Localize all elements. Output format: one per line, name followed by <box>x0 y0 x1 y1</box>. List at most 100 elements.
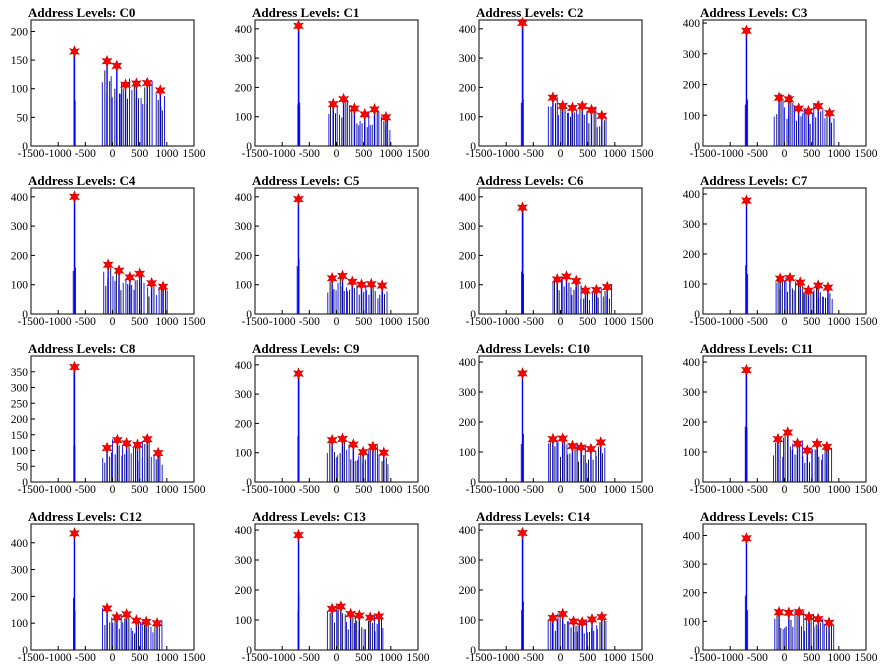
peak-marker <box>68 190 80 204</box>
x-tick-label: 500 <box>579 652 597 664</box>
peak-marker <box>783 606 795 620</box>
chart-panel: Address Levels: C8 0 50 100 150 200 250 300 350 -… <box>11 341 206 496</box>
y-tick-label: 0 <box>246 309 252 321</box>
x-tick-label: -1500 <box>18 148 45 160</box>
x-tick-label: 1500 <box>407 484 430 496</box>
x-tick-label: -1000 <box>45 652 72 664</box>
x-tick-label: 0 <box>110 652 116 664</box>
peak-marker <box>380 110 392 124</box>
peak-marker <box>337 432 348 446</box>
x-tick-label: 1500 <box>407 148 430 160</box>
y-tick-label: 100 <box>683 279 701 291</box>
peak-marker <box>570 274 582 288</box>
x-tick-label: 1000 <box>827 148 850 160</box>
y-tick-label: 200 <box>11 250 29 262</box>
peak-marker <box>547 91 559 104</box>
chart-title: Address Levels: C0 <box>28 5 135 20</box>
peak-marker <box>557 99 569 113</box>
y-tick-label: 0 <box>22 309 28 321</box>
y-tick-label: 150 <box>11 430 29 442</box>
y-tick-label: 200 <box>683 588 701 600</box>
y-tick-label: 300 <box>235 221 253 233</box>
y-tick-label: 300 <box>683 387 701 399</box>
y-tick-label: 400 <box>235 24 253 36</box>
y-tick-label: 200 <box>235 82 253 94</box>
peak-marker <box>337 269 348 283</box>
y-tick-label: 400 <box>459 24 477 36</box>
x-tick-label: -500 <box>299 316 320 328</box>
peak-marker <box>111 610 123 624</box>
peak-marker <box>812 612 824 626</box>
x-tick-label: 1000 <box>603 652 626 664</box>
x-tick-label: 500 <box>803 484 821 496</box>
peak-marker <box>516 16 528 30</box>
x-tick-label: -1000 <box>493 652 520 664</box>
chart-panel: Address Levels: C2 0 100 200 300 400 -1500 -100… <box>459 5 654 160</box>
peak-marker <box>566 101 578 115</box>
y-tick-label: 0 <box>470 477 476 489</box>
y-tick-label: 0 <box>246 645 252 657</box>
y-tick-label: 0 <box>694 645 700 657</box>
y-tick-label: 0 <box>246 477 252 489</box>
chart-panel: Address Levels: C7 0 100 200 300 400 -1500 -100… <box>683 173 878 328</box>
x-tick-label: 500 <box>803 148 821 160</box>
y-tick-label: 150 <box>11 55 29 67</box>
y-tick-label: 0 <box>470 141 476 153</box>
x-tick-label: -1500 <box>690 148 717 160</box>
y-tick-label: 0 <box>694 477 700 489</box>
x-tick-label: 500 <box>355 652 373 664</box>
peak-marker <box>364 611 376 624</box>
x-tick-label: -1000 <box>717 316 744 328</box>
peak-marker <box>326 271 338 285</box>
x-tick-label: 1500 <box>407 316 430 328</box>
x-tick-label: -500 <box>299 148 320 160</box>
y-tick-label: 100 <box>11 280 29 292</box>
y-tick-label: 300 <box>683 559 701 571</box>
x-tick-label: -1500 <box>466 316 493 328</box>
peak-marker <box>783 92 795 106</box>
y-tick-label: 400 <box>235 525 253 537</box>
x-tick-label: 1000 <box>379 652 402 664</box>
y-tick-label: 200 <box>235 585 253 597</box>
peak-marker <box>595 436 607 449</box>
x-tick-label: 1000 <box>603 484 626 496</box>
x-tick-label: -1500 <box>18 652 45 664</box>
peak-marker <box>292 192 304 206</box>
x-tick-label: 1500 <box>631 484 654 496</box>
peak-marker <box>596 610 608 624</box>
y-tick-label: 100 <box>235 448 253 460</box>
peak-marker <box>356 278 367 292</box>
peak-marker <box>141 432 153 446</box>
x-tick-label: -1000 <box>45 316 72 328</box>
chart-panel: Address Levels: C13 0 100 200 300 400 -1500 -10… <box>235 509 430 664</box>
chart-panel: Address Levels: C0 0 50 100 150 200 -1500 -1000… <box>11 5 206 160</box>
y-tick-label: 200 <box>459 250 477 262</box>
peak-marker <box>575 441 587 454</box>
peak-marker <box>327 97 339 111</box>
x-tick-label: -1500 <box>242 652 269 664</box>
peak-marker <box>140 615 152 629</box>
x-tick-label: 500 <box>355 484 373 496</box>
x-tick-label: -1500 <box>466 484 493 496</box>
peak-marker <box>821 440 833 454</box>
peak-marker <box>586 613 598 626</box>
peak-marker <box>130 77 142 90</box>
x-tick-label: -1500 <box>242 148 269 160</box>
peak-marker <box>124 271 136 284</box>
x-tick-label: 0 <box>782 652 788 664</box>
y-tick-label: 300 <box>459 387 477 399</box>
x-tick-label: -500 <box>75 316 96 328</box>
y-tick-label: 0 <box>22 477 28 489</box>
y-tick-label: 300 <box>11 565 29 577</box>
x-tick-label: -500 <box>747 316 768 328</box>
chart-title: Address Levels: C14 <box>476 509 590 524</box>
peak-marker <box>121 608 133 621</box>
x-tick-label: -1000 <box>717 652 744 664</box>
chart-title: Address Levels: C11 <box>700 341 813 356</box>
x-tick-label: -1000 <box>493 316 520 328</box>
peak-marker <box>561 270 572 283</box>
peak-marker <box>338 92 350 106</box>
peak-marker <box>326 602 338 616</box>
x-tick-label: 1500 <box>855 148 878 160</box>
